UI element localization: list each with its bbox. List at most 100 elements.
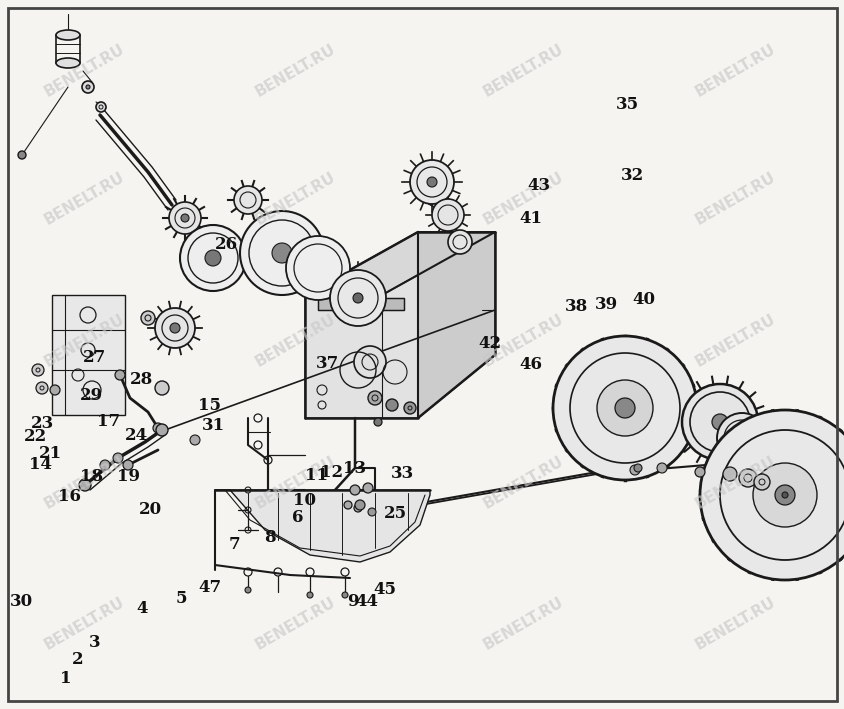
Text: 17: 17 (96, 413, 120, 430)
Text: 21: 21 (39, 445, 62, 462)
Circle shape (100, 460, 110, 470)
Text: 12: 12 (319, 464, 343, 481)
Circle shape (633, 464, 641, 472)
Text: BENELT.RU: BENELT.RU (480, 453, 566, 511)
Circle shape (354, 500, 365, 510)
Circle shape (272, 243, 292, 263)
Circle shape (342, 592, 348, 598)
Circle shape (78, 479, 91, 491)
Circle shape (113, 453, 123, 463)
Text: 39: 39 (594, 296, 618, 313)
Text: 20: 20 (138, 501, 162, 518)
Text: 38: 38 (564, 298, 587, 315)
Circle shape (597, 380, 652, 436)
Text: 3: 3 (89, 634, 100, 651)
Circle shape (753, 474, 769, 490)
Text: BENELT.RU: BENELT.RU (480, 42, 566, 100)
Text: BENELT.RU: BENELT.RU (480, 311, 566, 369)
Text: BENELT.RU: BENELT.RU (691, 311, 777, 369)
Text: BENELT.RU: BENELT.RU (691, 169, 777, 228)
Text: 32: 32 (619, 167, 643, 184)
Polygon shape (349, 298, 371, 310)
Circle shape (552, 336, 696, 480)
Text: 10: 10 (292, 492, 316, 509)
Text: 23: 23 (30, 415, 54, 432)
Circle shape (409, 160, 453, 204)
Circle shape (245, 587, 251, 593)
Text: BENELT.RU: BENELT.RU (691, 453, 777, 511)
Circle shape (86, 85, 90, 89)
Text: 2: 2 (72, 651, 84, 668)
Circle shape (115, 370, 125, 380)
Circle shape (368, 391, 381, 405)
Text: 11: 11 (304, 467, 327, 484)
Circle shape (694, 467, 704, 477)
Text: 44: 44 (354, 593, 378, 610)
Text: 31: 31 (201, 417, 225, 434)
Circle shape (767, 444, 775, 452)
Circle shape (752, 463, 816, 527)
Text: BENELT.RU: BENELT.RU (691, 595, 777, 653)
Polygon shape (214, 490, 430, 562)
Polygon shape (418, 232, 495, 418)
Text: BENELT.RU: BENELT.RU (691, 42, 777, 100)
Text: 22: 22 (24, 428, 47, 445)
Polygon shape (381, 298, 403, 310)
Text: 18: 18 (79, 468, 103, 485)
Circle shape (722, 467, 736, 481)
Text: 4: 4 (136, 600, 148, 617)
Circle shape (36, 382, 48, 394)
Circle shape (363, 483, 372, 493)
Text: 27: 27 (83, 349, 106, 366)
Polygon shape (305, 232, 495, 295)
Text: 42: 42 (478, 335, 501, 352)
Circle shape (141, 311, 154, 325)
Circle shape (180, 225, 246, 291)
Text: 13: 13 (343, 460, 366, 477)
Polygon shape (305, 232, 495, 418)
Text: BENELT.RU: BENELT.RU (252, 42, 338, 100)
Text: 5: 5 (176, 590, 187, 607)
Text: 19: 19 (116, 468, 140, 485)
Circle shape (205, 250, 221, 266)
Circle shape (18, 151, 26, 159)
Circle shape (735, 432, 747, 444)
Text: 26: 26 (214, 236, 238, 253)
Circle shape (32, 364, 44, 376)
Text: BENELT.RU: BENELT.RU (252, 595, 338, 653)
Circle shape (285, 236, 349, 300)
Text: 25: 25 (383, 505, 407, 522)
Text: 6: 6 (291, 509, 303, 526)
Text: 24: 24 (125, 427, 149, 444)
Text: BENELT.RU: BENELT.RU (480, 169, 566, 228)
Text: 37: 37 (316, 354, 339, 372)
Circle shape (717, 413, 766, 463)
Circle shape (614, 398, 634, 418)
Polygon shape (317, 298, 339, 310)
Text: BENELT.RU: BENELT.RU (252, 453, 338, 511)
Circle shape (96, 102, 106, 112)
Text: 35: 35 (614, 96, 638, 113)
Text: 1: 1 (60, 670, 72, 687)
Text: 28: 28 (130, 371, 154, 388)
Circle shape (699, 410, 844, 580)
Circle shape (330, 270, 386, 326)
Circle shape (386, 399, 398, 411)
Text: 8: 8 (264, 529, 276, 546)
Circle shape (50, 385, 60, 395)
Circle shape (154, 381, 169, 395)
Circle shape (431, 199, 463, 231)
Text: 14: 14 (29, 456, 52, 473)
Circle shape (354, 504, 361, 512)
Circle shape (703, 422, 719, 438)
Text: 29: 29 (79, 387, 103, 404)
Text: 33: 33 (390, 465, 414, 482)
Circle shape (123, 460, 133, 470)
Text: 40: 40 (631, 291, 655, 308)
Text: 9: 9 (347, 593, 359, 610)
Text: BENELT.RU: BENELT.RU (41, 169, 127, 228)
Circle shape (774, 485, 794, 505)
Circle shape (781, 492, 787, 498)
Circle shape (344, 501, 352, 509)
Circle shape (156, 424, 168, 436)
